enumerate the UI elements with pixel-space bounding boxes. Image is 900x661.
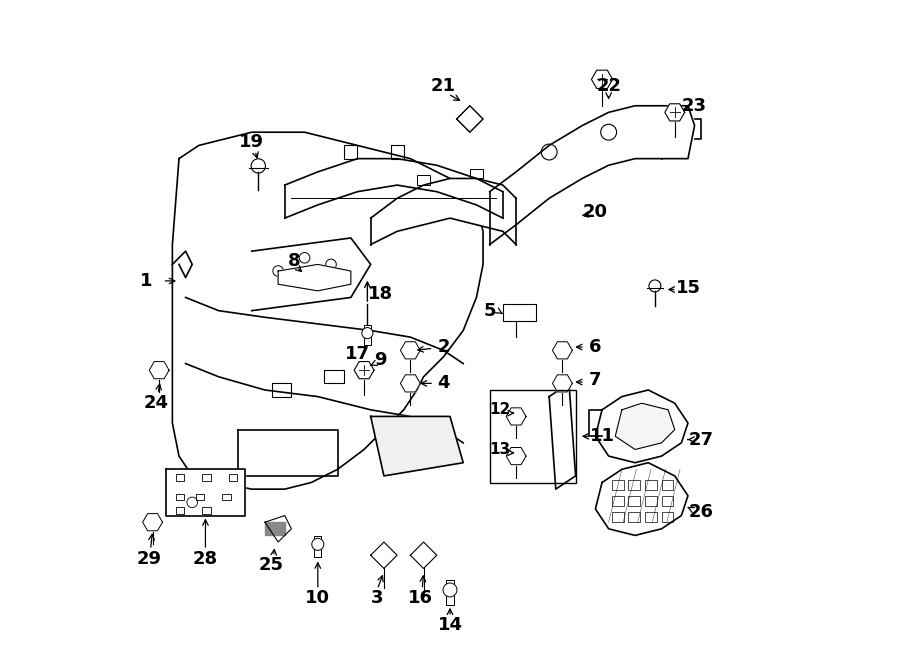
Text: 7: 7 bbox=[590, 371, 602, 389]
Bar bbox=[176, 494, 184, 500]
Bar bbox=[176, 507, 184, 514]
Polygon shape bbox=[265, 516, 292, 542]
Polygon shape bbox=[371, 416, 464, 476]
Polygon shape bbox=[616, 403, 675, 449]
Polygon shape bbox=[149, 362, 169, 379]
Text: 11: 11 bbox=[590, 427, 615, 446]
Bar bbox=[612, 496, 624, 506]
Polygon shape bbox=[490, 106, 662, 245]
Bar bbox=[628, 512, 641, 522]
Polygon shape bbox=[371, 542, 397, 568]
Text: 16: 16 bbox=[408, 589, 433, 607]
Polygon shape bbox=[553, 342, 572, 359]
Bar bbox=[364, 325, 371, 345]
Bar bbox=[662, 496, 673, 506]
Bar bbox=[612, 480, 624, 490]
Text: 6: 6 bbox=[590, 338, 602, 356]
Bar bbox=[391, 145, 404, 159]
Bar bbox=[490, 390, 576, 483]
Text: 27: 27 bbox=[688, 430, 714, 449]
Bar bbox=[612, 512, 624, 522]
Text: 20: 20 bbox=[583, 202, 608, 221]
Bar bbox=[176, 474, 184, 481]
Text: 19: 19 bbox=[239, 133, 265, 151]
Polygon shape bbox=[549, 383, 576, 489]
Text: 18: 18 bbox=[368, 285, 393, 303]
Text: 1: 1 bbox=[140, 272, 152, 290]
Text: 24: 24 bbox=[143, 394, 168, 412]
Text: 22: 22 bbox=[596, 77, 621, 95]
Polygon shape bbox=[596, 463, 688, 535]
Text: 4: 4 bbox=[437, 374, 450, 393]
Polygon shape bbox=[410, 542, 436, 568]
Text: 10: 10 bbox=[305, 589, 330, 607]
Text: 3: 3 bbox=[371, 589, 383, 607]
Polygon shape bbox=[553, 375, 572, 392]
Text: 13: 13 bbox=[489, 442, 510, 457]
Text: 9: 9 bbox=[374, 351, 387, 369]
Polygon shape bbox=[400, 342, 420, 359]
Polygon shape bbox=[173, 132, 483, 489]
Text: 2: 2 bbox=[437, 338, 450, 356]
Bar bbox=[324, 370, 344, 383]
Bar bbox=[628, 480, 641, 490]
Polygon shape bbox=[142, 514, 163, 531]
Text: 15: 15 bbox=[676, 278, 700, 297]
Text: 5: 5 bbox=[483, 301, 496, 320]
Polygon shape bbox=[355, 362, 374, 379]
Bar bbox=[645, 512, 657, 522]
Bar bbox=[417, 175, 430, 185]
Bar bbox=[229, 474, 238, 481]
Bar bbox=[314, 535, 321, 557]
Text: 14: 14 bbox=[437, 615, 463, 634]
Polygon shape bbox=[400, 375, 420, 392]
Bar bbox=[195, 494, 204, 500]
Text: 23: 23 bbox=[682, 97, 707, 115]
Polygon shape bbox=[252, 238, 371, 311]
Text: 21: 21 bbox=[431, 77, 456, 95]
Bar bbox=[272, 383, 292, 397]
Polygon shape bbox=[596, 390, 688, 463]
Text: 29: 29 bbox=[137, 549, 162, 568]
Bar bbox=[645, 496, 657, 506]
Text: 12: 12 bbox=[489, 403, 510, 417]
Circle shape bbox=[443, 583, 457, 597]
Circle shape bbox=[311, 538, 324, 551]
Polygon shape bbox=[166, 469, 245, 516]
Text: 25: 25 bbox=[259, 556, 284, 574]
Text: 17: 17 bbox=[345, 344, 370, 363]
Bar bbox=[202, 474, 211, 481]
Bar bbox=[202, 507, 211, 514]
Polygon shape bbox=[591, 70, 613, 89]
Polygon shape bbox=[456, 106, 483, 132]
Bar bbox=[628, 496, 641, 506]
Text: 8: 8 bbox=[288, 252, 301, 270]
Circle shape bbox=[362, 328, 373, 338]
Polygon shape bbox=[662, 106, 695, 159]
Bar bbox=[446, 580, 454, 605]
Bar bbox=[662, 480, 673, 490]
Polygon shape bbox=[278, 264, 351, 291]
Text: 28: 28 bbox=[193, 549, 218, 568]
Bar bbox=[222, 494, 230, 500]
Bar bbox=[470, 169, 483, 178]
Text: 26: 26 bbox=[688, 503, 714, 522]
Polygon shape bbox=[506, 447, 526, 465]
Bar bbox=[503, 304, 536, 321]
Polygon shape bbox=[265, 522, 284, 535]
Polygon shape bbox=[665, 104, 685, 121]
Bar bbox=[662, 512, 673, 522]
Polygon shape bbox=[371, 178, 516, 245]
Bar bbox=[645, 480, 657, 490]
Bar bbox=[344, 145, 357, 159]
Polygon shape bbox=[506, 408, 526, 425]
